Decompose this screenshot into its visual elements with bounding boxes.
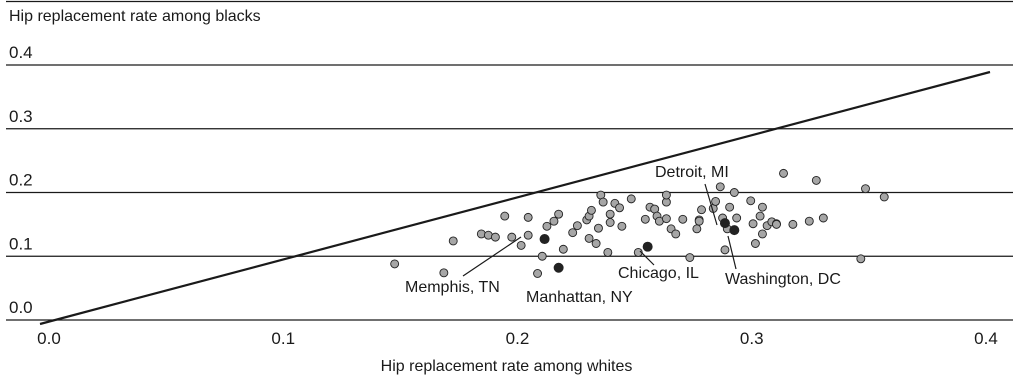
y-tick-label: 0.4 — [9, 43, 33, 62]
data-point — [755, 211, 765, 221]
data-point — [586, 205, 596, 215]
data-point — [584, 233, 594, 243]
data-point — [725, 202, 735, 212]
data-point — [605, 218, 615, 227]
data-point — [748, 219, 758, 229]
data-point — [523, 212, 533, 222]
data-point — [626, 194, 636, 204]
data-point — [500, 211, 510, 221]
data-point — [568, 228, 578, 238]
data-point — [757, 229, 767, 239]
data-point — [533, 269, 543, 278]
data-point — [591, 239, 601, 248]
y-tick-label: 0.1 — [9, 234, 33, 253]
annotation-leader — [639, 250, 655, 266]
y-tick-label: 0.2 — [9, 171, 33, 190]
data-point — [554, 209, 564, 219]
data-point — [661, 214, 671, 224]
y-axis-label: Hip replacement rate among blacks — [9, 8, 261, 25]
data-point — [507, 232, 517, 242]
annotation-label: Chicago, IL — [618, 265, 699, 282]
data-point — [861, 184, 870, 194]
data-point — [671, 229, 681, 239]
data-point — [603, 247, 613, 257]
data-point — [788, 219, 798, 229]
data-point — [818, 213, 828, 223]
data-point — [640, 214, 650, 224]
data-point — [772, 219, 781, 229]
data-point — [694, 216, 704, 226]
data-point — [390, 259, 400, 269]
data-point — [779, 168, 788, 178]
data-point — [804, 216, 814, 226]
data-point — [605, 209, 615, 219]
data-point — [732, 213, 742, 223]
data-point — [746, 196, 756, 206]
data-point — [439, 268, 449, 278]
highlighted-point — [719, 218, 730, 229]
annotation-leader — [727, 235, 737, 270]
equality-line — [39, 70, 991, 326]
data-point — [750, 239, 760, 248]
data-point — [615, 203, 624, 213]
annotation-leader — [704, 183, 718, 226]
data-point — [697, 205, 706, 215]
annotation-label: Detroit, MI — [655, 164, 729, 181]
data-point — [594, 223, 603, 233]
data-point — [811, 175, 821, 185]
data-point — [448, 236, 458, 246]
annotation-label: Washington, DC — [725, 271, 841, 288]
data-point — [757, 202, 767, 212]
data-point — [715, 182, 725, 192]
data-point — [678, 214, 688, 224]
data-point — [558, 244, 568, 254]
highlighted-point — [642, 241, 653, 252]
data-point — [490, 232, 500, 242]
x-tick-label: 0.0 — [37, 329, 61, 348]
data-point — [711, 196, 721, 206]
data-point — [879, 192, 889, 202]
data-point — [617, 221, 627, 231]
annotation-label: Memphis, TN — [405, 279, 500, 296]
data-point — [572, 221, 582, 231]
x-axis-label: Hip replacement rate among whites — [380, 358, 633, 375]
data-point — [692, 224, 702, 234]
highlighted-point — [729, 225, 740, 236]
data-point — [598, 197, 608, 207]
y-tick-label: 0.0 — [9, 298, 33, 317]
highlighted-point — [553, 262, 564, 273]
data-point — [542, 221, 552, 231]
x-tick-label: 0.3 — [740, 329, 764, 348]
x-tick-label: 0.2 — [506, 329, 530, 348]
data-point — [661, 190, 671, 200]
data-point — [856, 254, 866, 264]
highlighted-point — [539, 234, 550, 245]
x-tick-label: 0.1 — [271, 329, 295, 348]
data-point — [549, 216, 559, 226]
annotation-leader — [462, 236, 522, 277]
data-point — [523, 230, 533, 240]
annotation-label: Manhattan, NY — [526, 289, 633, 306]
x-tick-label: 0.4 — [974, 329, 998, 348]
data-point — [720, 245, 730, 255]
data-point — [516, 240, 526, 250]
y-tick-label: 0.3 — [9, 107, 33, 126]
data-point — [633, 247, 643, 257]
data-point — [729, 188, 739, 197]
data-point — [537, 251, 547, 261]
data-point — [685, 253, 695, 262]
